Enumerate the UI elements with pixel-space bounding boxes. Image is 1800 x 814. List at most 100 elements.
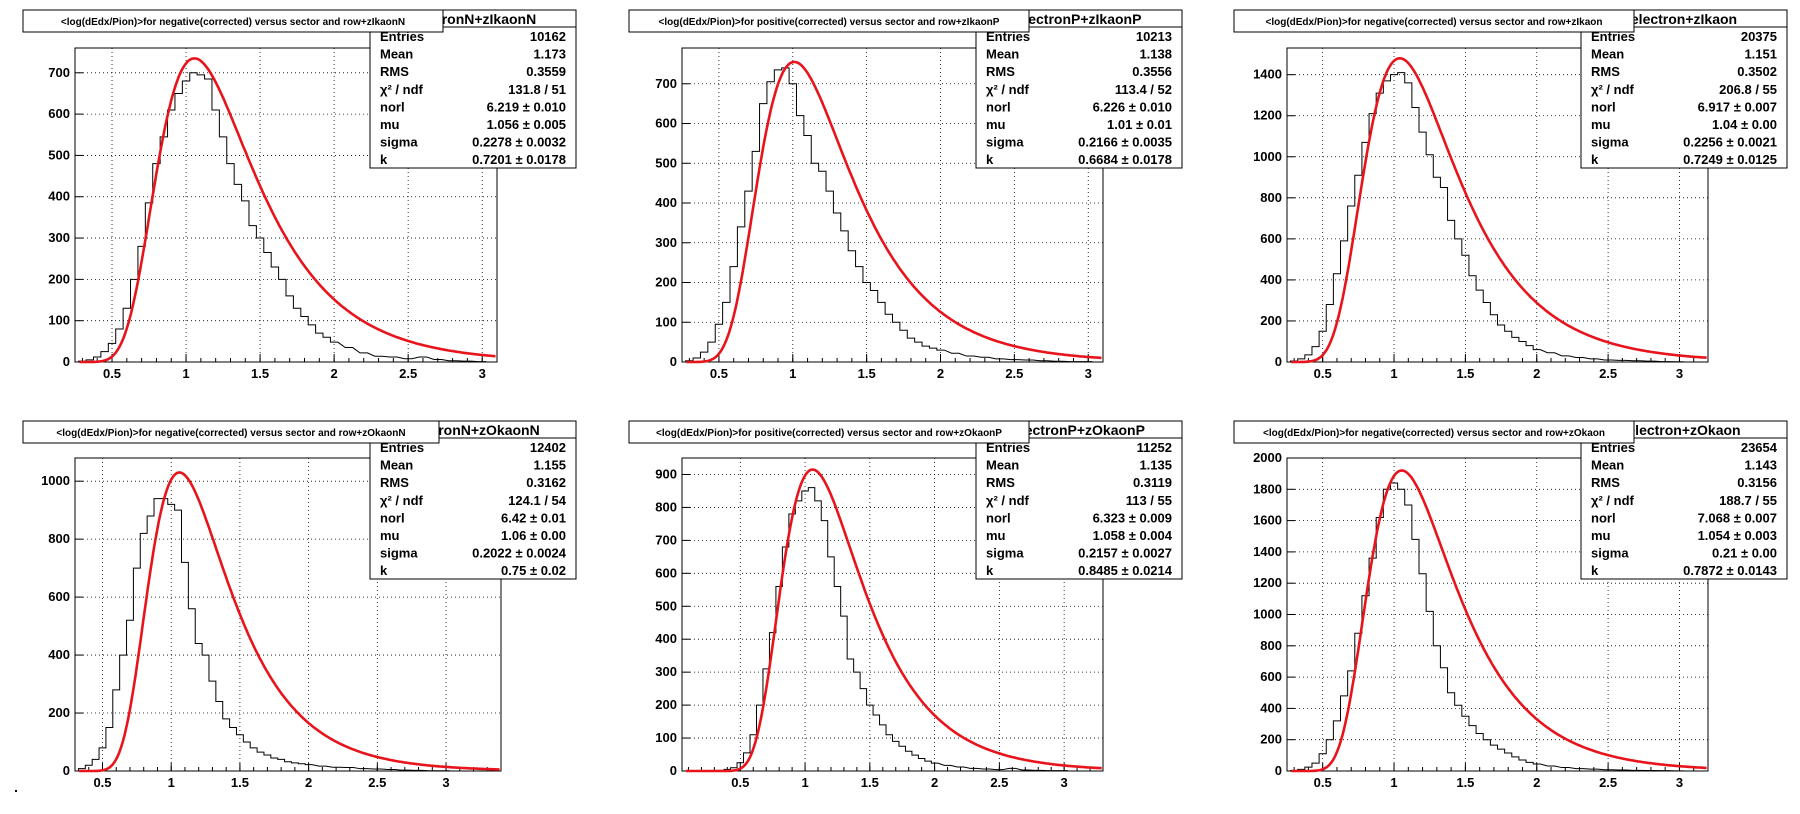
y-tick-label: 800 — [1260, 638, 1282, 653]
plot-frame — [681, 47, 1104, 363]
x-tick-label: 1 — [1390, 366, 1397, 381]
stats-label: k — [1591, 563, 1599, 578]
y-tick-label: 500 — [48, 147, 70, 162]
plot-frame — [74, 47, 498, 363]
y-tick-label: 0 — [1275, 763, 1282, 778]
y-tick-label: 400 — [655, 195, 677, 210]
y-tick-label: 200 — [1260, 732, 1282, 747]
x-tick-label: 0.5 — [731, 775, 749, 790]
stats-label: sigma — [380, 135, 418, 150]
y-tick-label: 0 — [1275, 354, 1282, 369]
fit-curve — [79, 471, 500, 773]
stats-value: 0.8485 ± 0.0214 — [1078, 563, 1173, 578]
x-tick-label: 1.5 — [1456, 366, 1474, 381]
x-tick-label: 1.5 — [1456, 775, 1474, 790]
stats-value: 20375 — [1741, 29, 1777, 44]
stats-label: Entries — [380, 440, 424, 455]
y-tick-label: 100 — [655, 314, 677, 329]
y-tick-label: 400 — [48, 189, 70, 204]
fit-curve — [1291, 56, 1707, 364]
stats-value: 206.8 / 55 — [1719, 82, 1777, 97]
stats-label: norl — [986, 99, 1011, 114]
stats-label: Entries — [986, 440, 1030, 455]
x-tick-label: 0.5 — [1314, 775, 1332, 790]
y-tick-label: 700 — [48, 65, 70, 80]
stats-value: 1.054 ± 0.003 — [1698, 528, 1777, 543]
chart-title: <log(dEdx/Pion)>for positive(corrected) … — [656, 428, 1002, 439]
stats-value: 0.3162 — [526, 475, 566, 490]
stats-label: norl — [986, 510, 1011, 525]
stats-value: 6.226 ± 0.010 — [1093, 99, 1172, 114]
y-tick-label: 100 — [655, 730, 677, 745]
histogram-series — [1290, 72, 1684, 363]
stats-label: Entries — [986, 29, 1030, 44]
stats-value: 113.4 / 52 — [1115, 82, 1172, 97]
y-tick-label: 0 — [63, 354, 70, 369]
stats-label: mu — [1591, 528, 1611, 543]
x-tick-label: 2.5 — [1599, 366, 1617, 381]
stats-label: Mean — [986, 47, 1019, 62]
stats-label: sigma — [986, 135, 1024, 150]
fit-curve — [79, 57, 496, 364]
stats-box — [975, 420, 1183, 580]
y-tick-label: 1000 — [1253, 607, 1282, 622]
stats-box — [369, 9, 577, 169]
y-tick-label: 0 — [670, 354, 677, 369]
stats-value: 0.3556 — [1132, 64, 1172, 79]
x-tick-label: 2 — [1533, 366, 1540, 381]
stats-label: Mean — [986, 458, 1019, 473]
fit-curve — [1291, 469, 1707, 773]
y-tick-label: 500 — [655, 155, 677, 170]
stats-label: Mean — [380, 47, 413, 62]
stats-label: k — [986, 152, 994, 167]
x-tick-label: 2 — [305, 775, 312, 790]
stats-label: χ² / ndf — [380, 493, 424, 508]
stats-title: electronP+zOkaonP — [1013, 422, 1145, 438]
stats-value: 1.135 — [1139, 458, 1172, 473]
stats-value: 1.056 ± 0.005 — [487, 117, 566, 132]
x-tick-label: 3 — [1085, 366, 1092, 381]
histogram-series — [77, 498, 450, 772]
stats-value: 12402 — [530, 440, 566, 455]
stats-title: electronN+zOkaonN — [406, 422, 539, 438]
x-tick-label: 2.5 — [368, 775, 386, 790]
stats-label: mu — [986, 528, 1006, 543]
stats-label: Entries — [380, 29, 424, 44]
stats-label: RMS — [1591, 64, 1620, 79]
stats-label: χ² / ndf — [986, 82, 1030, 97]
y-tick-label: 400 — [48, 647, 70, 662]
stats-value: 124.1 / 54 — [508, 493, 567, 508]
stats-label: norl — [1591, 510, 1616, 525]
stats-box — [1580, 420, 1788, 580]
stats-label: mu — [1591, 117, 1611, 132]
y-tick-label: 1800 — [1253, 481, 1282, 496]
chart-panel: 0.5 1 1.5 2 2.5 30100200300400500600700electr… — [22, 9, 577, 381]
y-tick-label: 300 — [655, 235, 677, 250]
chart-title: <log(dEdx/Pion)>for positive(corrected) … — [659, 17, 1000, 28]
y-tick-label: 200 — [655, 697, 677, 712]
y-tick-label: 600 — [48, 106, 70, 121]
y-tick-label: 400 — [655, 631, 677, 646]
x-tick-label: 1 — [1390, 775, 1397, 790]
stats-value: 6.917 ± 0.007 — [1698, 99, 1777, 114]
stats-box — [1580, 9, 1788, 169]
stats-value: 1.138 — [1139, 47, 1172, 62]
chart-panel: 0.5 1 1.5 2 2.5 30100200300400500600700electr… — [628, 9, 1183, 381]
y-tick-label: 1200 — [1253, 108, 1282, 123]
y-tick-label: 400 — [1260, 700, 1282, 715]
y-tick-label: 600 — [655, 116, 677, 131]
stats-label: sigma — [380, 546, 418, 561]
chart-title: <log(dEdx/Pion)>for negative(corrected) … — [56, 428, 405, 439]
stats-label: k — [1591, 152, 1599, 167]
x-tick-label: 2 — [1533, 775, 1540, 790]
y-tick-label: 300 — [48, 230, 70, 245]
stats-value: 1.155 — [533, 458, 566, 473]
stats-label: RMS — [380, 64, 409, 79]
stats-value: 10162 — [530, 29, 566, 44]
stats-value: 1.01 ± 0.01 — [1107, 117, 1172, 132]
chart-panel: 0.5 1 1.5 2 2.5 3 0 100 200 300 400 500 600 700 800 900… — [628, 420, 1183, 790]
y-tick-label: 1600 — [1253, 513, 1282, 528]
stats-label: mu — [380, 528, 400, 543]
y-tick-label: 2000 — [1253, 450, 1282, 465]
